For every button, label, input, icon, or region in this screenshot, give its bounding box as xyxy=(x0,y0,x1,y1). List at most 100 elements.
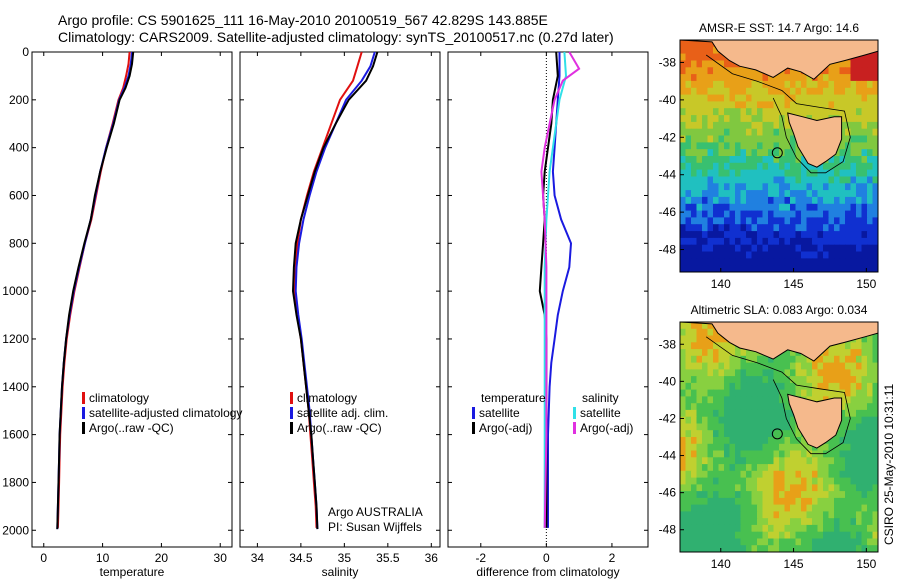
map-cell xyxy=(812,169,819,177)
map-cell xyxy=(696,545,703,552)
map-cell xyxy=(806,464,813,472)
map-cell xyxy=(724,210,731,218)
map-cell xyxy=(861,430,868,438)
map-cell xyxy=(691,121,698,130)
map-cell xyxy=(784,67,791,75)
map-cell xyxy=(845,149,852,157)
map-cell xyxy=(861,470,868,479)
map-cell xyxy=(779,258,786,266)
map-cell xyxy=(680,409,687,418)
y-tick-label: -42 xyxy=(659,411,677,425)
map-cell xyxy=(696,224,703,232)
legend-swatch xyxy=(82,422,85,434)
map-cell xyxy=(856,190,863,198)
map-cell xyxy=(740,464,747,472)
map-cell xyxy=(773,94,780,102)
map-cell xyxy=(751,237,758,246)
map-cell xyxy=(850,196,857,205)
map-cell xyxy=(834,244,841,253)
map-cell xyxy=(757,162,764,171)
map-cell xyxy=(680,457,687,465)
map-cell xyxy=(867,545,874,552)
map-cell xyxy=(740,538,747,546)
map-cell xyxy=(872,484,878,492)
map-cell xyxy=(795,504,802,512)
map-cell xyxy=(872,409,878,418)
map-cell xyxy=(790,87,797,96)
map-cell xyxy=(812,389,819,397)
map-cell xyxy=(768,258,775,266)
map-cell xyxy=(735,94,742,102)
map-cell xyxy=(685,149,692,157)
map-cell xyxy=(784,409,791,418)
map-cell xyxy=(696,203,703,212)
map-cell xyxy=(740,128,747,137)
map-cell xyxy=(839,176,846,184)
map-cell xyxy=(751,511,758,519)
tasmania xyxy=(787,393,843,449)
map-cell xyxy=(773,369,780,377)
map-cell xyxy=(707,142,714,150)
map-cell xyxy=(718,67,725,75)
map-cell xyxy=(696,409,703,418)
map-cell xyxy=(806,504,813,512)
map-cell xyxy=(768,203,775,212)
map-cell xyxy=(790,183,797,191)
map-cell xyxy=(812,376,819,384)
map-cell xyxy=(784,389,791,397)
map-cell xyxy=(795,376,802,384)
map-cell xyxy=(839,162,846,171)
map-cell xyxy=(790,369,797,377)
map-cell xyxy=(839,142,846,150)
map-cell xyxy=(718,94,725,102)
map-cell xyxy=(823,251,830,259)
x-tick-label: 30 xyxy=(214,551,228,565)
map-cell xyxy=(685,443,692,452)
map-cell xyxy=(867,244,874,253)
map-cell xyxy=(817,362,824,370)
map-cell xyxy=(746,545,753,552)
map-cell xyxy=(773,156,780,164)
map-cell xyxy=(691,416,698,425)
map-cell xyxy=(713,464,720,472)
map-cell xyxy=(823,376,830,384)
map-cell xyxy=(680,403,687,411)
map-cell xyxy=(718,74,725,82)
map-cell xyxy=(784,497,791,506)
map-cell xyxy=(685,94,692,102)
map-cell xyxy=(713,115,720,123)
map-cell xyxy=(834,258,841,266)
map-cell xyxy=(729,74,736,82)
map-cell xyxy=(724,416,731,425)
map-cell xyxy=(724,162,731,171)
map-cell xyxy=(850,94,857,102)
map-cell xyxy=(845,244,852,253)
map-cell xyxy=(740,362,747,370)
map-cell xyxy=(834,355,841,364)
map-cell xyxy=(735,396,742,404)
map-cell xyxy=(850,80,857,89)
map-cell xyxy=(724,450,731,458)
legend-swatch xyxy=(290,422,293,434)
map-cell xyxy=(724,128,731,137)
y-tick-label: -48 xyxy=(659,243,677,257)
map-cell xyxy=(762,369,769,377)
map-cell xyxy=(861,382,868,391)
map-cell xyxy=(729,60,736,68)
map-cell xyxy=(839,497,846,506)
map-cell xyxy=(779,531,786,540)
map-cell xyxy=(867,217,874,225)
map-cell xyxy=(713,376,720,384)
map-cell xyxy=(724,142,731,150)
map-cell xyxy=(702,156,709,164)
y-tick-label: -42 xyxy=(659,130,677,144)
map-cell xyxy=(735,183,742,191)
map-cell xyxy=(839,115,846,123)
map-cell xyxy=(768,251,775,259)
map-cell xyxy=(806,231,813,239)
map-cell xyxy=(680,437,687,445)
map-cell xyxy=(746,251,753,259)
map-cell xyxy=(773,538,780,546)
map-cell xyxy=(845,457,852,465)
map-cell xyxy=(861,135,868,143)
